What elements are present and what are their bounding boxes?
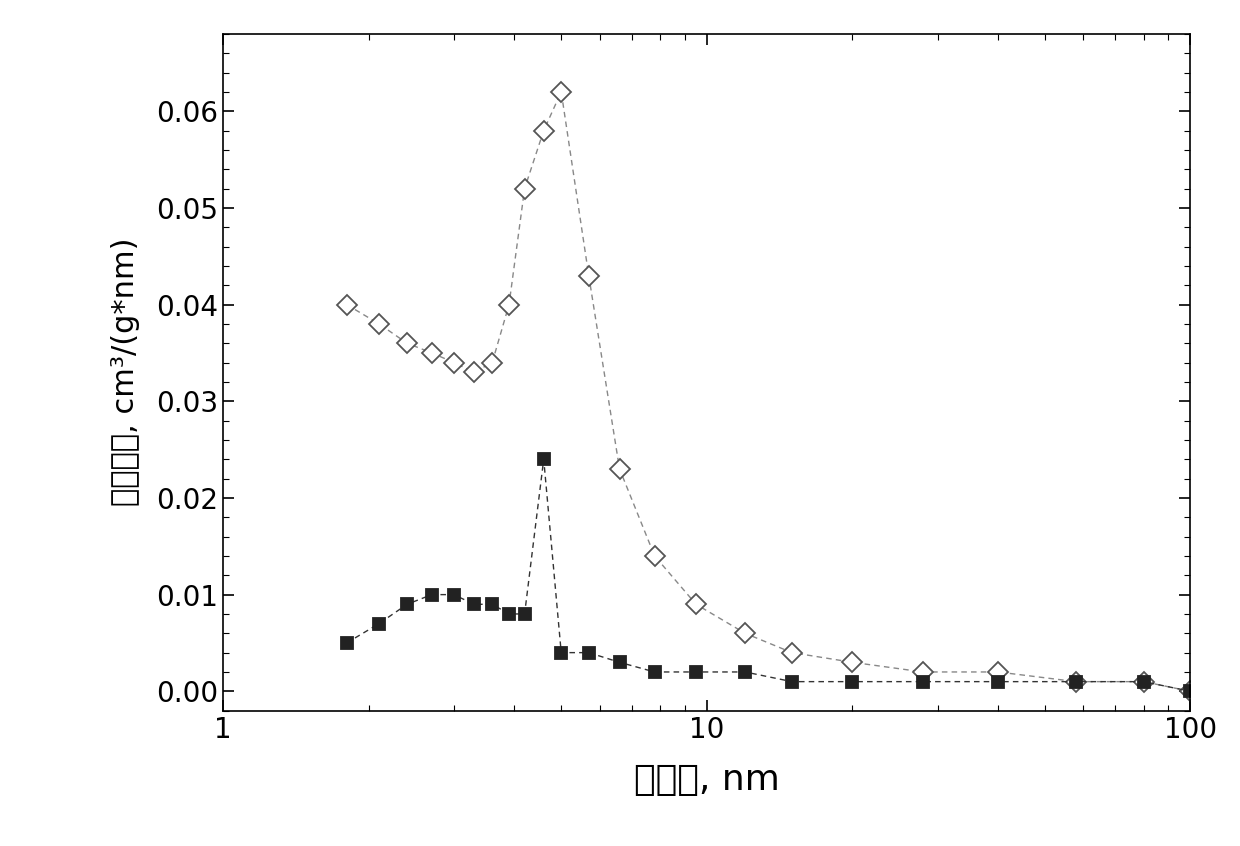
X-axis label: 孔直径, nm: 孔直径, nm bbox=[634, 763, 780, 797]
Y-axis label: 孔容微分, cm³/(g*nm): 孔容微分, cm³/(g*nm) bbox=[110, 238, 140, 507]
